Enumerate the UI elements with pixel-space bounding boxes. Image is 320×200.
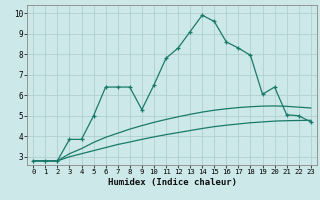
X-axis label: Humidex (Indice chaleur): Humidex (Indice chaleur) — [108, 178, 236, 187]
